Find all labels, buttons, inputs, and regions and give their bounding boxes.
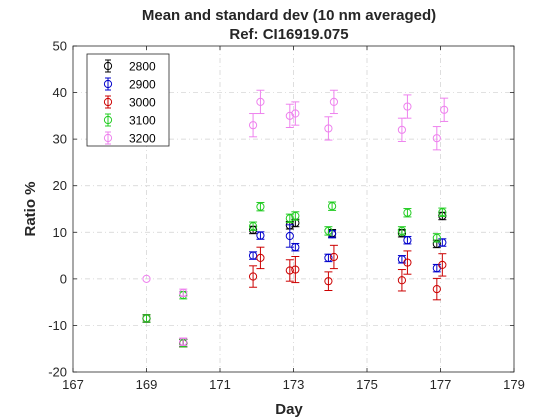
y-tick-label: 40 (53, 85, 67, 100)
data-point (256, 97, 265, 106)
x-tick-label: 179 (503, 377, 525, 392)
data-point (432, 134, 441, 143)
plot-frame (72, 45, 515, 373)
data-point (438, 208, 447, 217)
data-point (291, 265, 300, 274)
y-tick-label: 30 (53, 132, 67, 147)
y-tick-label: -20 (48, 365, 67, 380)
data-point (324, 253, 333, 262)
x-axis-label: Day (275, 401, 303, 418)
data-point (142, 274, 151, 283)
data-point (256, 231, 265, 240)
legend-box (86, 53, 170, 147)
x-tick-label: 175 (356, 377, 378, 392)
data-point (248, 121, 258, 130)
data-point (432, 233, 441, 242)
data-point (256, 253, 265, 262)
data-point (248, 272, 258, 281)
y-tick-label: 50 (53, 39, 67, 54)
y-tick-label: 0 (60, 271, 67, 286)
x-tick-label: 171 (209, 377, 231, 392)
y-tick-label: 20 (53, 178, 67, 193)
legend: 2800 2900 3000 3100 3200 (86, 53, 170, 147)
data-point (324, 277, 333, 286)
data-point (403, 236, 412, 245)
data-point (329, 252, 339, 262)
y-tick-label: 10 (53, 225, 67, 240)
data-point (432, 285, 441, 294)
data-point (285, 231, 294, 241)
data-point (248, 251, 258, 260)
data-point (397, 226, 407, 235)
data-point (327, 202, 337, 211)
legend-label: 2900 (129, 78, 156, 92)
legend-item-3200: 3200 (103, 131, 156, 146)
series-3200-extra (179, 288, 188, 298)
legend-marker (103, 133, 113, 143)
legend-label: 3200 (129, 132, 156, 146)
legend-label: 3000 (129, 96, 156, 110)
data-point (329, 97, 339, 106)
data-point (397, 125, 407, 134)
data-point (403, 208, 412, 217)
x-axis-ticks: 167 169 171 173 175 177 179 (62, 46, 525, 392)
data-point (285, 111, 294, 120)
x-tick-label: 167 (62, 377, 84, 392)
legend-marker (103, 61, 113, 71)
data-point (142, 314, 151, 323)
legend-marker (103, 79, 113, 89)
legend-item-3000: 3000 (103, 95, 156, 110)
legend-item-2900: 2900 (103, 77, 156, 92)
data-point (324, 226, 333, 235)
series-3200 (142, 89, 449, 346)
legend-marker (103, 97, 113, 107)
data-point (440, 105, 449, 114)
data-point (397, 276, 407, 285)
legend-item-3100: 3100 (103, 113, 156, 128)
data-point (179, 337, 188, 346)
legend-marker (103, 115, 113, 125)
data-point (403, 102, 412, 111)
data-point (291, 109, 300, 118)
y-tick-label: -10 (48, 318, 67, 333)
data-point (324, 124, 333, 133)
data-point (256, 202, 265, 211)
chart-subtitle: Ref: CI16919.075 (229, 26, 348, 43)
chart-title: Mean and standard dev (10 nm averaged) (142, 7, 436, 24)
data-point (403, 258, 412, 267)
y-axis-ticks: -20 -10 0 10 20 30 40 50 (48, 39, 514, 380)
data-point (285, 214, 294, 223)
x-tick-label: 173 (283, 377, 305, 392)
x-tick-label: 169 (136, 377, 158, 392)
data-point (291, 211, 300, 221)
y-axis-label: Ratio % (22, 181, 39, 236)
legend-item-2800: 2800 (103, 59, 156, 74)
series-layer (142, 89, 449, 348)
legend-label: 3100 (129, 114, 156, 128)
data-point (285, 266, 294, 275)
data-point (438, 260, 447, 269)
data-point (291, 243, 300, 252)
data-point (248, 222, 258, 231)
x-tick-label: 177 (430, 377, 452, 392)
data-point (179, 288, 188, 297)
legend-label: 2800 (129, 60, 156, 74)
